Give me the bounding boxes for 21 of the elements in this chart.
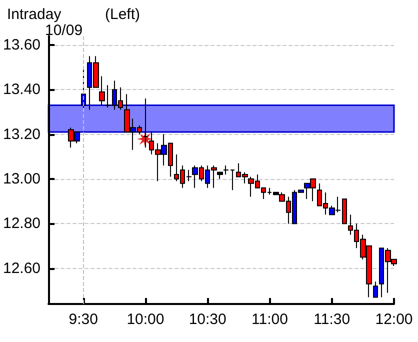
y-tick-label: 12.60: [2, 260, 41, 277]
x-tick-label: 10:30: [188, 311, 226, 328]
y-tick-label: 13.60: [2, 36, 41, 54]
candlestick: [99, 76, 105, 106]
chart-title: Intraday: [7, 6, 62, 23]
candlestick: [373, 281, 378, 298]
chart-subtitle: (Left): [105, 6, 140, 23]
candlestick: [223, 165, 229, 175]
x-tick-label: 12:00: [375, 311, 413, 328]
x-tick-label: 11:30: [314, 311, 350, 328]
y-tick-label: 13.00: [2, 170, 41, 188]
candlestick: [143, 98, 148, 148]
x-tick-label: 9:30: [68, 311, 98, 328]
annotation: 10/09: [45, 22, 83, 39]
x-tick-label: 11:00: [252, 311, 288, 328]
x-tick-label: 10:00: [126, 311, 164, 328]
y-tick-label: 13.40: [2, 81, 41, 98]
candlestick: [230, 170, 235, 191]
y-tick-label: 12.80: [2, 215, 41, 232]
y-tick-label: 13.20: [2, 126, 41, 143]
candlestick: [217, 172, 223, 180]
